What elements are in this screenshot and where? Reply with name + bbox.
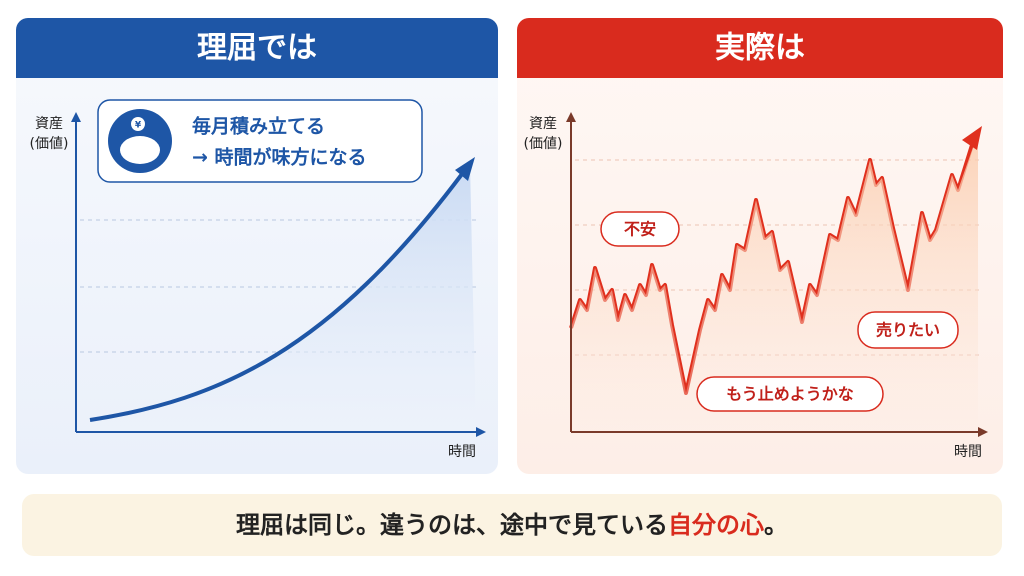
footer-highlight: 自分の心 — [668, 511, 764, 539]
y-label: (価値) — [30, 136, 69, 152]
left-x-arrow — [476, 427, 486, 437]
coin-symbol: ¥ — [135, 121, 142, 131]
footer-text: 理屈は同じ。違うのは、途中で見ている自分の心。 — [236, 511, 788, 539]
footer-part: 。 — [764, 511, 788, 539]
left-area — [90, 165, 476, 432]
right-area — [571, 133, 978, 432]
y-label: (価値) — [524, 136, 563, 152]
right-title: 実際は — [715, 31, 805, 66]
right-x-arrow — [978, 427, 988, 437]
piggy-body — [120, 136, 160, 164]
bubble-text: もう止めようかな — [726, 385, 854, 404]
bubble-text: 不安 — [624, 220, 656, 239]
bubble — [857, 311, 959, 349]
bubble-text: 売りたい — [876, 321, 940, 340]
left-curve — [89, 172, 464, 422]
right-arrowhead — [962, 126, 982, 150]
bubble — [600, 211, 680, 247]
left-header — [16, 18, 498, 78]
footer-part: 理屈は同じ。違うのは、途中で見ている — [236, 511, 668, 539]
left-arrowhead — [455, 157, 475, 181]
left-title: 理屈では — [197, 31, 317, 66]
y-label: 資産 — [529, 116, 557, 132]
callout-line: → 時間が味方になる — [192, 146, 367, 169]
right-y-arrow — [566, 112, 576, 122]
x-label: 時間 — [448, 444, 476, 460]
coin — [131, 117, 145, 131]
footer-box — [22, 494, 1002, 556]
bubble — [696, 376, 884, 412]
x-label: 時間 — [954, 444, 982, 460]
callout-box — [97, 99, 423, 183]
y-label: 資産 — [35, 116, 63, 132]
left-y-arrow — [71, 112, 81, 122]
callout-line: 毎月積み立てる — [192, 115, 325, 138]
right-header — [517, 18, 1003, 78]
